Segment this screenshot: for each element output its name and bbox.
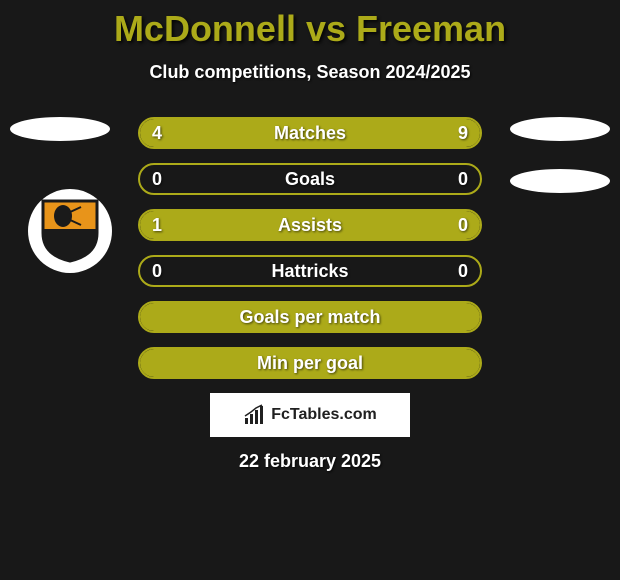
stat-left-value: 4 xyxy=(152,123,162,144)
club-badge xyxy=(28,189,112,273)
stat-label: Goals per match xyxy=(239,307,380,328)
stat-right-value: 9 xyxy=(458,123,468,144)
stat-right-value: 0 xyxy=(458,215,468,236)
stat-label: Goals xyxy=(285,169,335,190)
page-subtitle: Club competitions, Season 2024/2025 xyxy=(0,62,620,83)
stat-row-assists: 1 Assists 0 xyxy=(138,209,482,241)
stat-right-value: 0 xyxy=(458,169,468,190)
stat-label: Hattricks xyxy=(271,261,348,282)
stat-row-matches: 4 Matches 9 xyxy=(138,117,482,149)
source-logo: FcTables.com xyxy=(210,393,410,437)
stat-left-value: 1 xyxy=(152,215,162,236)
stat-label: Matches xyxy=(274,123,346,144)
stats-list: 4 Matches 9 0 Goals 0 1 Assists 0 0 Hatt… xyxy=(138,117,482,379)
page-title: McDonnell vs Freeman xyxy=(0,8,620,50)
main-area: 4 Matches 9 0 Goals 0 1 Assists 0 0 Hatt… xyxy=(0,117,620,472)
player-slot-left xyxy=(10,117,110,141)
stat-label: Min per goal xyxy=(257,353,363,374)
source-logo-text: FcTables.com xyxy=(271,406,377,424)
player-slot-right-1 xyxy=(510,117,610,141)
stat-row-min-per-goal: Min per goal xyxy=(138,347,482,379)
stat-row-hattricks: 0 Hattricks 0 xyxy=(138,255,482,287)
stat-label: Assists xyxy=(278,215,342,236)
date-line: 22 february 2025 xyxy=(0,451,620,472)
club-shield-icon xyxy=(41,199,99,263)
stat-row-goals: 0 Goals 0 xyxy=(138,163,482,195)
stat-left-value: 0 xyxy=(152,169,162,190)
stat-right-value: 0 xyxy=(458,261,468,282)
chart-icon xyxy=(243,404,265,426)
player-slot-right-2 xyxy=(510,169,610,193)
comparison-card: McDonnell vs Freeman Club competitions, … xyxy=(0,0,620,472)
stat-row-goals-per-match: Goals per match xyxy=(138,301,482,333)
stat-left-value: 0 xyxy=(152,261,162,282)
